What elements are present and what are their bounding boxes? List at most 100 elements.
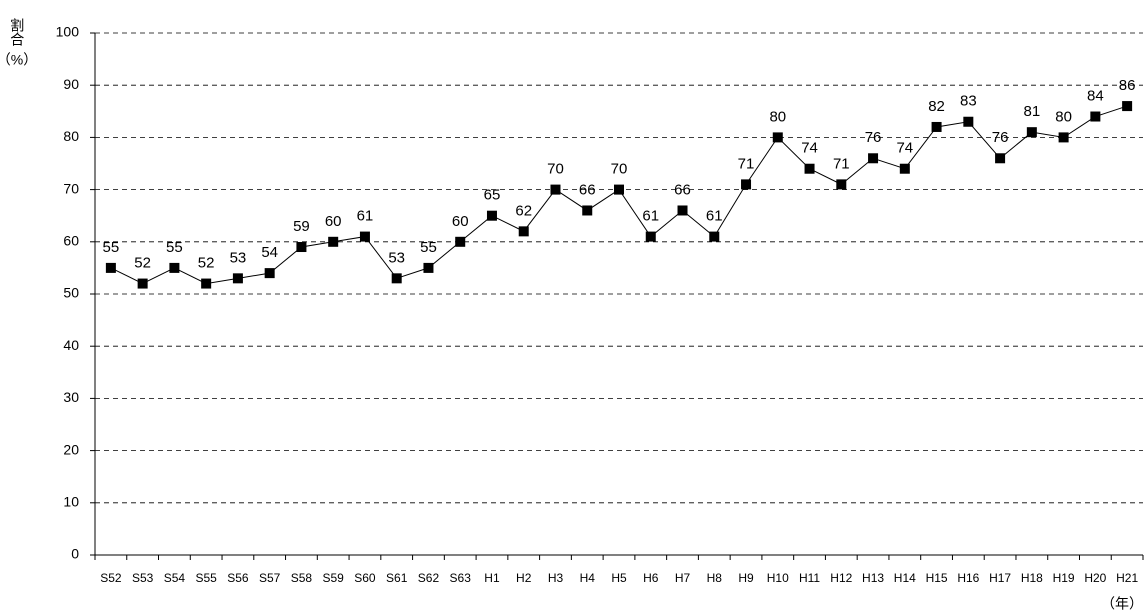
- data-label: 80: [769, 108, 786, 125]
- x-tick-label: H4: [580, 571, 596, 585]
- marker: [899, 163, 910, 174]
- marker: [1026, 127, 1037, 138]
- x-tick-label: H7: [675, 571, 691, 585]
- marker: [550, 184, 561, 195]
- data-label: 55: [166, 239, 183, 256]
- data-label: 74: [896, 140, 913, 157]
- data-label: 82: [928, 98, 945, 115]
- x-tick-label: H18: [1021, 571, 1043, 585]
- x-tick-label: H19: [1053, 571, 1075, 585]
- x-tick-label: S57: [259, 571, 281, 585]
- x-tick-label: S53: [132, 571, 154, 585]
- marker: [804, 163, 815, 174]
- y-tick-label: 90: [63, 76, 79, 92]
- data-label: 53: [230, 249, 247, 266]
- x-tick-label: S63: [450, 571, 472, 585]
- marker: [105, 262, 116, 273]
- data-label: 55: [420, 239, 437, 256]
- x-tick-label: H12: [830, 571, 852, 585]
- y-tick-label: 60: [63, 233, 79, 249]
- marker: [232, 273, 243, 284]
- marker: [391, 273, 402, 284]
- marker: [359, 231, 370, 242]
- x-tick-label: H15: [926, 571, 948, 585]
- data-label: 52: [134, 255, 151, 272]
- marker: [1058, 132, 1069, 143]
- x-tick-label: H9: [738, 571, 754, 585]
- marker: [772, 132, 783, 143]
- data-label: 80: [1055, 108, 1072, 125]
- data-label: 70: [611, 161, 628, 178]
- marker: [423, 262, 434, 273]
- data-label: 53: [388, 249, 405, 266]
- marker: [709, 231, 720, 242]
- x-tick-label: H21: [1116, 571, 1138, 585]
- data-label: 81: [1024, 103, 1041, 120]
- x-tick-label: H6: [643, 571, 659, 585]
- data-label: 74: [801, 140, 818, 157]
- x-tick-label: S59: [323, 571, 345, 585]
- data-label: 59: [293, 218, 310, 235]
- y-tick-label: 70: [63, 180, 79, 196]
- marker: [486, 210, 497, 221]
- marker: [995, 153, 1006, 164]
- x-tick-label: H2: [516, 571, 532, 585]
- x-tick-label: H14: [894, 571, 916, 585]
- data-label: 84: [1087, 87, 1104, 104]
- data-label: 61: [706, 208, 723, 225]
- data-label: 86: [1119, 77, 1136, 94]
- x-tick-label: S55: [195, 571, 217, 585]
- data-label: 60: [325, 213, 342, 230]
- x-tick-label: S58: [291, 571, 313, 585]
- x-tick-label: S61: [386, 571, 408, 585]
- y-axis-label: 割合: [9, 17, 25, 46]
- marker: [169, 262, 180, 273]
- x-tick-label: S56: [227, 571, 249, 585]
- x-tick-label: H10: [767, 571, 789, 585]
- x-tick-label: H11: [799, 571, 820, 585]
- marker: [328, 236, 339, 247]
- marker: [455, 236, 466, 247]
- data-label: 65: [484, 187, 501, 204]
- data-label: 61: [642, 208, 659, 225]
- marker: [614, 184, 624, 195]
- marker: [137, 278, 148, 289]
- x-axis-unit: （年）: [1101, 596, 1143, 612]
- x-tick-label: H16: [957, 571, 979, 585]
- y-axis-unit: （%）: [0, 52, 37, 68]
- marker: [677, 205, 688, 216]
- marker: [1090, 111, 1101, 122]
- data-label: 62: [515, 202, 532, 219]
- data-label: 76: [992, 129, 1009, 146]
- data-label: 76: [865, 129, 882, 146]
- data-label: 66: [674, 181, 691, 198]
- data-label: 70: [547, 161, 564, 178]
- x-tick-label: H20: [1084, 571, 1106, 585]
- x-tick-label: S54: [164, 571, 186, 585]
- data-label: 52: [198, 255, 215, 272]
- marker: [264, 268, 275, 279]
- marker: [868, 153, 879, 164]
- y-tick-label: 100: [56, 24, 80, 40]
- x-tick-label: S60: [354, 571, 376, 585]
- y-tick-label: 40: [63, 337, 79, 353]
- marker: [963, 116, 974, 127]
- marker: [582, 205, 593, 216]
- marker: [741, 179, 752, 190]
- x-tick-label: H17: [989, 571, 1011, 585]
- y-tick-label: 50: [63, 285, 79, 301]
- x-tick-label: H3: [548, 571, 564, 585]
- data-label: 83: [960, 93, 977, 110]
- data-label: 61: [357, 208, 374, 225]
- marker: [518, 226, 529, 237]
- y-tick-label: 30: [63, 389, 79, 405]
- y-tick-label: 80: [63, 128, 79, 144]
- data-label: 54: [261, 244, 278, 261]
- marker: [201, 278, 212, 289]
- data-label: 71: [738, 155, 755, 172]
- x-tick-label: S62: [418, 571, 440, 585]
- x-tick-label: H1: [484, 571, 500, 585]
- x-tick-label: H8: [707, 571, 723, 585]
- data-label: 71: [833, 155, 850, 172]
